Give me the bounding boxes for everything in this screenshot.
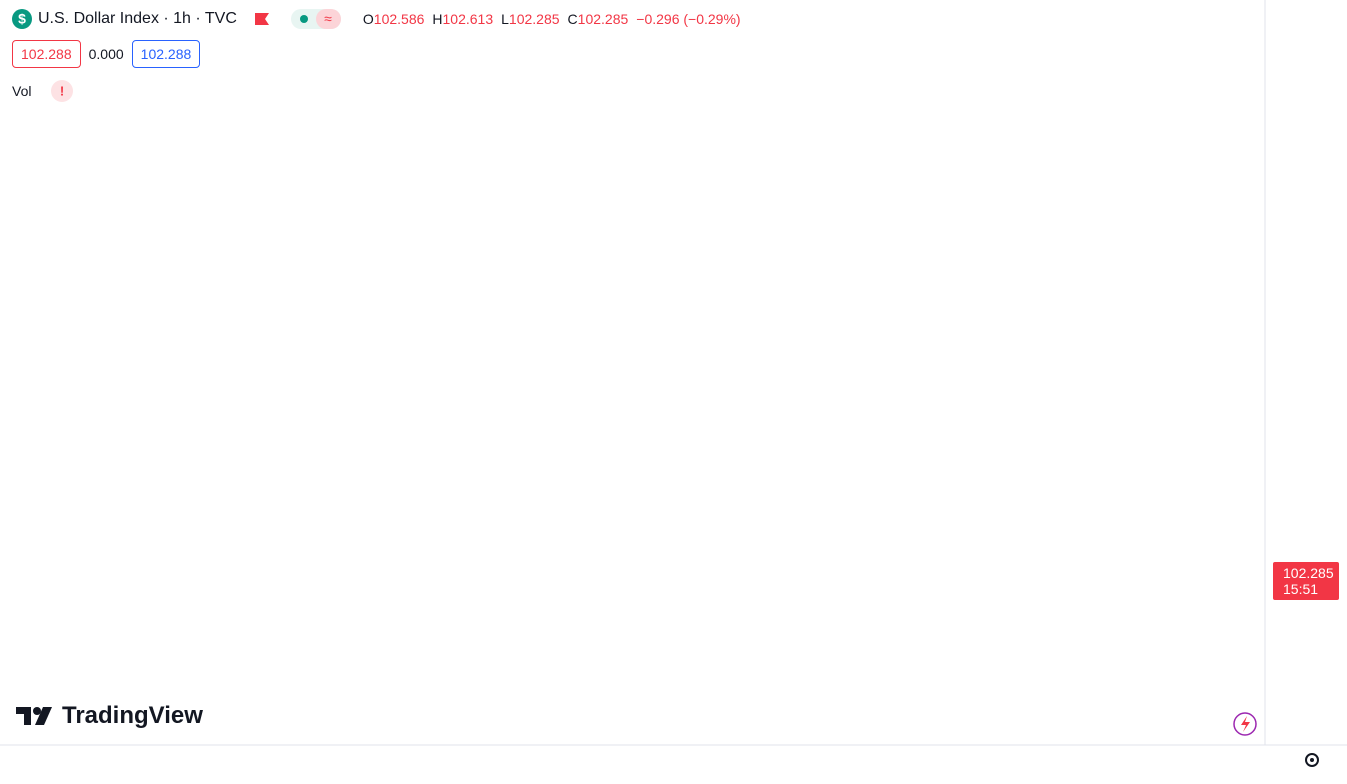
ohlc-label: O [362,11,374,27]
ohlc-value: 102.613 [442,11,494,27]
alert-icon[interactable] [1233,712,1257,736]
ask-box[interactable]: 102.288 [131,40,201,68]
ohlc-item: O102.586 [363,11,425,27]
settings-dot [1310,758,1314,762]
volume-row: Vol ! [12,80,74,102]
alert-bolt [1241,716,1250,732]
change: −0.296 (−0.29%) [636,11,741,27]
ohlc-value: 102.586 [373,11,425,27]
brand-name: TradingView [62,702,203,729]
ohlc-value: 102.285 [577,11,629,27]
countdown: 15:51 [1283,581,1319,598]
volume-warning[interactable]: ! [51,80,74,102]
volume-label: Vol [12,83,32,99]
brand-logo: TradingView [16,702,203,730]
ohlc-label: L [501,11,509,27]
price-boxes: 102.288 0.000 102.288 [12,40,201,68]
ohlc-item: L102.285 [501,11,559,27]
ohlc-value: 102.285 [508,11,560,27]
ohlc-label: C [567,11,578,27]
brand-icon [16,707,52,725]
ohlc-label: H [432,11,443,27]
svg-text:≈: ≈ [324,11,332,27]
symbol-icon: $ [12,9,32,29]
settings-icon[interactable] [1305,753,1319,767]
header: $ U.S. Dollar Index · 1h · TVC ≈ O102.58… [12,8,741,30]
svg-text:!: ! [60,83,64,98]
last-price-tag: 102.285 15:51 [1273,562,1339,601]
ohlc-item: H102.613 [432,11,493,27]
spread: 0.000 [88,46,124,62]
last-price: 102.285 [1283,565,1334,582]
svg-text:$: $ [18,11,26,27]
status-pill[interactable]: ≈ [290,8,341,30]
ohlc-values: O102.586 H102.613 L102.285 C102.285 −0.296 (… [363,11,741,27]
ohlc-item: C102.285 [568,11,629,27]
symbol-title[interactable]: U.S. Dollar Index · 1h · TVC [38,10,237,27]
bid-box[interactable]: 102.288 [12,40,81,68]
flag-icon[interactable] [253,11,271,27]
